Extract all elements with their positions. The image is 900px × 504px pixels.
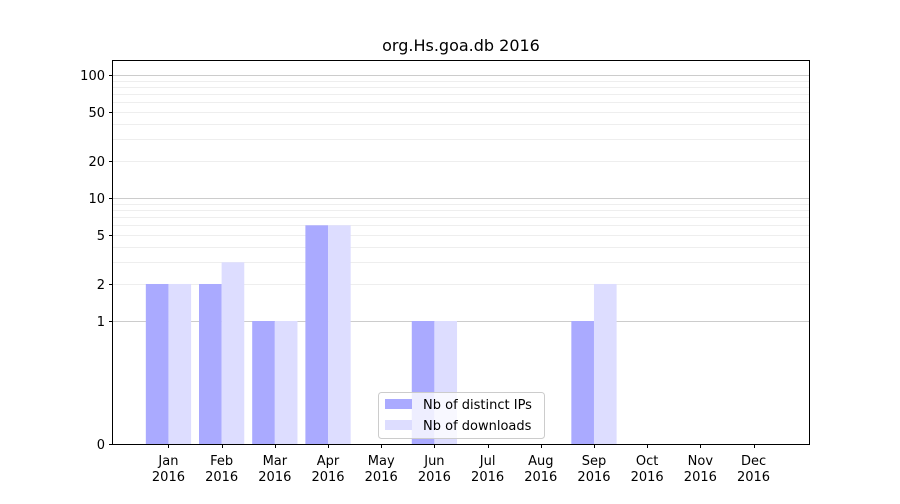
y-tick-label: 0	[97, 438, 105, 453]
x-tick-label-month: Sep	[582, 454, 607, 469]
y-tick-label: 20	[88, 155, 105, 170]
bars-layer	[145, 225, 617, 444]
x-tick-label-year: 2016	[205, 470, 238, 485]
x-tick-label-month: Apr	[317, 454, 340, 469]
y-tick-label: 2	[97, 278, 105, 293]
legend-label: Nb of distinct IPs	[423, 398, 532, 413]
bar	[274, 321, 298, 444]
x-tick-label-year: 2016	[418, 470, 451, 485]
x-tick-label-year: 2016	[524, 470, 557, 485]
bar	[593, 283, 617, 444]
y-tick-label: 50	[88, 106, 105, 121]
x-tick-label-year: 2016	[471, 470, 504, 485]
bar	[145, 283, 169, 444]
x-tick-label-year: 2016	[577, 470, 610, 485]
x-tick-label-year: 2016	[311, 470, 344, 485]
x-tick-label-month: Nov	[688, 454, 714, 469]
bar	[221, 262, 245, 444]
x-tick-label-year: 2016	[152, 470, 185, 485]
x-tick-label-year: 2016	[258, 470, 291, 485]
x-tick-label-month: Jan	[157, 454, 178, 469]
x-tick-label-month: Feb	[210, 454, 233, 469]
y-tick-label: 5	[97, 229, 105, 244]
x-tick-label-month: Aug	[528, 454, 553, 469]
y-tick-label: 100	[80, 69, 105, 84]
bar	[199, 283, 222, 444]
x-tick-label-month: Dec	[741, 454, 766, 469]
bar	[252, 321, 275, 444]
y-tick-label: 10	[88, 192, 105, 207]
bar	[305, 225, 329, 444]
bar	[168, 283, 192, 444]
x-tick-label-month: Oct	[636, 454, 658, 469]
y-axis: 0 1 2 5 10 20 50 100	[80, 69, 113, 453]
x-tick-label-year: 2016	[631, 470, 664, 485]
x-tick-label-month: May	[368, 454, 395, 469]
chart-title: org.Hs.goa.db 2016	[382, 36, 540, 55]
bar	[571, 321, 594, 444]
grid-layer	[113, 75, 809, 322]
legend-box	[378, 392, 545, 439]
x-tick-label-month: Mar	[263, 454, 288, 469]
x-tick-label-year: 2016	[684, 470, 717, 485]
legend: Nb of distinct IPs Nb of downloads	[378, 392, 545, 439]
plot-frame	[112, 60, 810, 445]
bar	[328, 225, 351, 444]
legend-swatch	[385, 399, 412, 409]
legend-swatch	[385, 420, 412, 430]
x-tick-label-month: Jun	[423, 454, 444, 469]
x-tick-label-year: 2016	[365, 470, 398, 485]
y-tick-label: 1	[97, 315, 105, 330]
x-tick-label-month: Jul	[479, 454, 496, 469]
x-tick-label-year: 2016	[737, 470, 770, 485]
x-axis: Jan2016Feb2016Mar2016Apr2016May2016Jun20…	[152, 444, 770, 485]
legend-label: Nb of downloads	[423, 419, 532, 434]
